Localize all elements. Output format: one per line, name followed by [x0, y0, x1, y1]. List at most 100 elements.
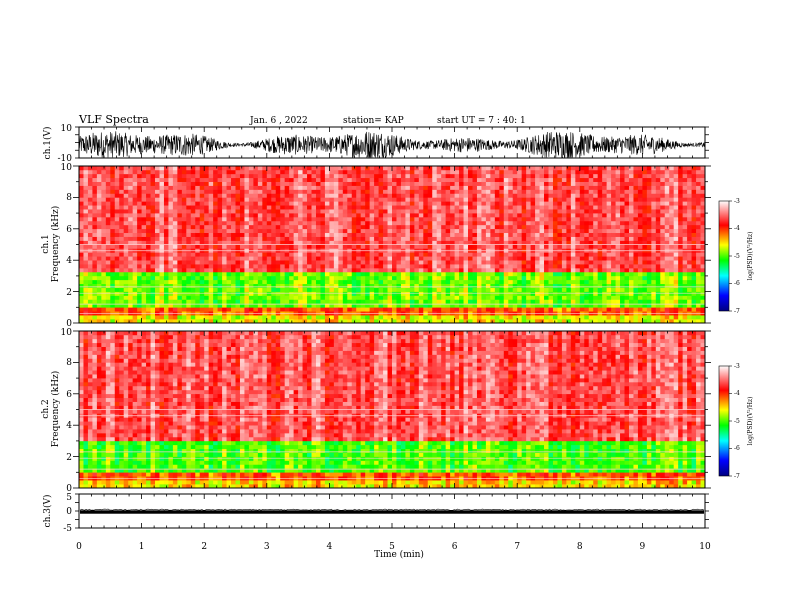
spectrogram-cell [383, 240, 388, 245]
spectrogram-cell [548, 319, 554, 324]
spectrogram-cell [557, 283, 563, 288]
spectrogram-cell [606, 232, 612, 237]
spectrogram-cell [262, 268, 268, 273]
spectrogram-cell [110, 264, 116, 269]
spectrogram-cell [311, 271, 317, 277]
spectrogram-cell [445, 275, 451, 281]
spectrogram-cell [552, 173, 558, 179]
spectrogram-cell [315, 319, 321, 324]
spectrogram-cell [87, 205, 93, 210]
spectrogram-cell [199, 209, 205, 214]
spectrogram-cell [499, 295, 505, 300]
spectrogram-cell [369, 236, 375, 241]
spectrogram-cell [226, 209, 232, 214]
spectrogram-cell [168, 205, 174, 210]
spectrogram-cell [405, 236, 411, 241]
spectrogram-cell [253, 291, 259, 296]
spectrogram-cell [454, 287, 460, 292]
spectrogram-cell [137, 173, 142, 179]
spectrogram-cell [123, 197, 129, 202]
spectrogram-cell [584, 173, 590, 179]
spectrogram-cell [137, 283, 142, 288]
spectrogram-cell [168, 236, 174, 241]
spectrogram-cell [222, 232, 227, 237]
spectrogram-cell [436, 209, 442, 214]
spectrogram-cell [409, 197, 415, 202]
spectrogram-cell [427, 236, 433, 241]
spectrogram-cell [557, 232, 563, 237]
spectrogram-cell [266, 236, 272, 241]
spectrogram-cell [181, 197, 187, 202]
spectrogram-cell [213, 220, 218, 226]
spectrogram-cell [521, 193, 527, 198]
spectrogram-cell [450, 279, 455, 285]
spectrogram-cell [588, 295, 594, 300]
spectrogram-cell [409, 193, 415, 198]
spectrogram-cell [172, 279, 178, 285]
spectrogram-cell [289, 181, 294, 186]
spectrogram-cell [392, 264, 397, 269]
spectrogram-cell [378, 220, 384, 226]
spectrogram-cell [468, 220, 473, 226]
spectrogram-cell [369, 209, 375, 214]
spectrogram-cell [606, 307, 612, 312]
spectrogram-cell [315, 201, 321, 206]
spectrogram-cell [445, 220, 451, 226]
spectrogram-cell [114, 252, 120, 257]
spectrogram-cell [208, 181, 214, 186]
spectrogram-cell [517, 295, 522, 300]
spectrogram-cell [485, 299, 491, 304]
spectrogram-cell [570, 299, 576, 304]
spectrogram-cell [418, 205, 424, 210]
spectrogram-cell [172, 303, 178, 308]
spectrogram-cell [392, 177, 397, 182]
spectrogram-cell [396, 271, 402, 277]
spectrogram-cell [213, 169, 218, 175]
spectrogram-cell [374, 193, 379, 198]
spectrogram-cell [463, 197, 469, 202]
spectrogram-cell [530, 240, 536, 245]
spectrogram-cell [535, 260, 540, 265]
spectrogram-cell [298, 181, 303, 186]
spectrogram-cell [481, 213, 487, 218]
spectrogram-cell [172, 236, 178, 241]
spectrogram-cell [503, 264, 509, 269]
spectrogram-cell [414, 189, 420, 194]
spectrogram-cell [208, 303, 214, 308]
spectrogram-cell [311, 228, 317, 234]
spectrogram-cell [150, 275, 156, 281]
spectrogram-cell [365, 173, 370, 179]
spectrogram-cell [414, 213, 420, 218]
spectrogram-cell [472, 291, 478, 296]
spectrogram-cell [360, 319, 366, 324]
spectrogram-cell [110, 244, 116, 249]
spectrogram-cell [611, 228, 616, 234]
spectrogram-cell [266, 271, 272, 277]
spectrogram-cell [311, 299, 317, 304]
spectrogram-cell [530, 201, 536, 206]
spectrogram-cell [468, 166, 473, 171]
spectrogram-cell [490, 213, 496, 218]
spectrogram-cell [365, 303, 370, 308]
spectrogram-cell [450, 197, 455, 202]
spectrogram-cell [163, 201, 169, 206]
spectrogram-cell [338, 197, 344, 202]
spectrogram-cell [584, 169, 590, 175]
spectrogram-cell [293, 185, 299, 190]
spectrogram-cell [163, 283, 169, 288]
spectrogram-cell [535, 275, 540, 281]
spectrogram-cell [526, 287, 531, 292]
spectrogram-cell [217, 209, 223, 214]
spectrogram-cell [110, 240, 116, 245]
spectrogram-cell [324, 189, 330, 194]
spectrogram-cell [508, 275, 514, 281]
spectrogram-cell [432, 260, 438, 265]
spectrogram-cell [548, 197, 554, 202]
spectrogram-cell [454, 173, 460, 179]
spectrogram-cell [494, 209, 500, 214]
spectrogram-cell [105, 201, 111, 206]
spectrogram-cell [450, 268, 455, 273]
spectrogram-cell [508, 252, 514, 257]
spectrogram-cell [463, 240, 469, 245]
spectrogram-cell [226, 228, 232, 234]
